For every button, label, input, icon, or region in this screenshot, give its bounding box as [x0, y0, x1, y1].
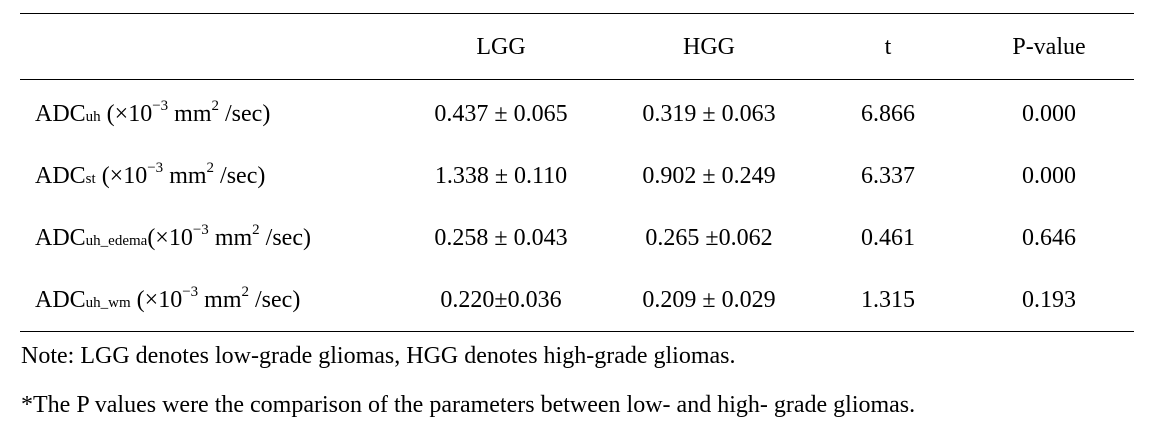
row-label: ADCuh_wm (×10−3 mm2 /sec): [35, 284, 301, 313]
hgg-value: 0.209 ± 0.029: [642, 287, 776, 313]
row-label: ADCuh (×10−3 mm2 /sec): [35, 98, 271, 127]
header-rule: [20, 79, 1134, 80]
hgg-value: 0.902 ± 0.249: [642, 163, 776, 189]
row-label: ADCuh_edema(×10−3 mm2 /sec): [35, 222, 311, 251]
t-value: 6.866: [861, 101, 915, 127]
p-value: 0.000: [1022, 101, 1076, 127]
lgg-value: 0.258 ± 0.043: [434, 225, 568, 251]
header-lgg: LGG: [476, 34, 526, 60]
p-value: 0.000: [1022, 163, 1076, 189]
lgg-value: 0.437 ± 0.065: [434, 101, 568, 127]
hgg-value: 0.319 ± 0.063: [642, 101, 776, 127]
t-value: 6.337: [861, 163, 915, 189]
lgg-value: 0.220±0.036: [440, 287, 562, 313]
header-hgg: HGG: [683, 34, 735, 60]
table-note: Note: LGG denotes low-grade gliomas, HGG…: [21, 343, 736, 369]
row-label: ADCst (×10−3 mm2 /sec): [35, 160, 266, 189]
top-rule: [20, 13, 1134, 14]
header-t: t: [884, 34, 892, 60]
p-value: 0.193: [1022, 287, 1076, 313]
t-value: 0.461: [861, 225, 915, 251]
hgg-value: 0.265 ±0.062: [645, 225, 773, 251]
lgg-value: 1.338 ± 0.110: [434, 163, 568, 189]
header-p-value: P-value: [1012, 34, 1086, 60]
table-footnote: *The P values were the comparison of the…: [21, 392, 916, 418]
bottom-rule: [20, 331, 1134, 332]
t-value: 1.315: [861, 287, 915, 313]
p-value: 0.646: [1022, 225, 1076, 251]
